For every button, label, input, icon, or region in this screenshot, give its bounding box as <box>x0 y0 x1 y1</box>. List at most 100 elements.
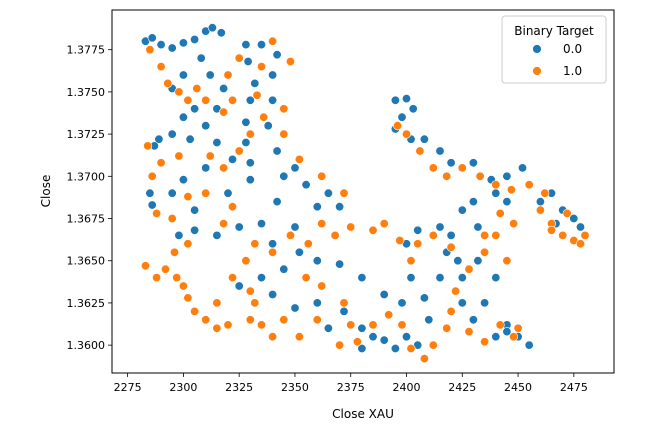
point-series-0-102 <box>419 134 429 144</box>
point-series-1-87 <box>406 256 416 266</box>
y-tick-label-3: 1.3675 <box>67 213 106 226</box>
point-series-0-94 <box>468 315 478 325</box>
point-series-0-125 <box>368 332 378 342</box>
point-series-1-84 <box>446 242 456 252</box>
point-series-1-5 <box>192 84 202 94</box>
point-series-1-3 <box>174 87 184 97</box>
x-tick-label-0: 2275 <box>114 381 142 394</box>
point-series-0-103 <box>435 146 445 156</box>
point-series-1-61 <box>317 281 327 291</box>
point-series-0-97 <box>401 94 411 104</box>
point-series-1-116 <box>546 225 556 235</box>
x-tick-label-3: 2350 <box>281 381 309 394</box>
point-series-1-29 <box>170 247 180 257</box>
point-series-1-40 <box>212 298 222 308</box>
point-series-0-4 <box>178 38 188 48</box>
point-series-1-62 <box>339 298 349 308</box>
point-series-1-85 <box>428 230 438 240</box>
point-series-0-72 <box>390 343 400 353</box>
point-series-1-100 <box>442 171 452 181</box>
point-series-1-107 <box>480 230 490 240</box>
point-series-0-91 <box>480 298 490 308</box>
point-series-1-103 <box>491 180 501 190</box>
point-series-1-98 <box>415 146 425 156</box>
point-series-1-94 <box>250 298 260 308</box>
point-series-1-108 <box>524 180 534 190</box>
point-series-0-46 <box>290 163 300 173</box>
point-series-0-58 <box>335 202 345 212</box>
point-series-0-42 <box>268 95 278 105</box>
point-series-0-37 <box>243 56 253 66</box>
point-series-1-1 <box>156 62 166 72</box>
point-series-1-35 <box>183 293 193 303</box>
point-series-0-47 <box>301 180 311 190</box>
point-series-1-74 <box>464 327 474 337</box>
point-series-1-43 <box>241 256 251 266</box>
point-series-1-18 <box>174 151 184 161</box>
legend: Binary Target 0.0 1.0 <box>501 15 607 84</box>
point-series-1-83 <box>502 256 512 266</box>
point-series-1-114 <box>562 208 572 218</box>
point-series-0-86 <box>413 225 423 235</box>
point-series-0-9 <box>196 53 206 63</box>
point-series-0-29 <box>190 205 200 215</box>
point-series-1-86 <box>413 239 423 249</box>
point-series-0-25 <box>178 175 188 185</box>
point-series-0-5 <box>190 34 200 44</box>
point-series-1-36 <box>190 306 200 316</box>
point-series-0-52 <box>190 225 200 235</box>
point-series-1-92 <box>268 332 278 342</box>
point-series-0-32 <box>245 158 255 168</box>
point-series-0-90 <box>491 273 501 283</box>
point-series-1-64 <box>335 340 345 350</box>
point-series-0-24 <box>201 163 211 173</box>
point-series-0-53 <box>174 230 184 240</box>
point-series-1-88 <box>395 236 405 246</box>
point-series-0-89 <box>473 256 483 266</box>
point-series-1-4 <box>183 95 193 105</box>
point-series-0-111 <box>468 197 478 207</box>
point-series-1-67 <box>384 310 394 320</box>
point-series-1-77 <box>509 332 519 342</box>
point-series-1-70 <box>419 354 429 364</box>
point-series-0-68 <box>406 273 416 283</box>
point-series-1-41 <box>228 273 238 283</box>
point-series-1-57 <box>279 104 289 114</box>
point-series-0-110 <box>502 197 512 207</box>
point-series-0-76 <box>339 306 349 316</box>
point-series-1-31 <box>152 273 162 283</box>
point-series-1-51 <box>368 225 378 235</box>
point-series-1-10 <box>234 53 244 63</box>
point-series-0-40 <box>272 50 282 60</box>
point-series-1-68 <box>397 320 407 330</box>
point-series-0-117 <box>569 214 579 224</box>
point-series-0-49 <box>256 219 266 229</box>
point-series-0-78 <box>290 303 300 313</box>
point-series-1-9 <box>223 70 233 80</box>
point-series-0-17 <box>201 121 211 131</box>
point-series-0-30 <box>223 188 233 198</box>
point-series-1-20 <box>147 171 157 181</box>
point-series-1-42 <box>245 286 255 296</box>
point-series-0-61 <box>256 273 266 283</box>
point-series-1-49 <box>330 230 340 240</box>
point-series-0-118 <box>575 222 585 232</box>
point-series-0-84 <box>446 230 456 240</box>
point-series-1-2 <box>163 78 173 88</box>
point-series-0-48 <box>272 197 282 207</box>
point-series-0-113 <box>473 222 483 232</box>
point-series-1-19 <box>156 158 166 168</box>
point-series-1-30 <box>141 261 151 271</box>
point-series-1-13 <box>259 112 269 122</box>
y-tick-label-5: 1.3725 <box>67 128 106 141</box>
points-layer <box>141 23 590 364</box>
point-series-0-98 <box>408 104 418 114</box>
point-series-1-81 <box>480 247 490 257</box>
point-series-0-19 <box>167 129 177 139</box>
point-series-0-3 <box>167 43 177 53</box>
point-series-0-59 <box>294 247 304 257</box>
point-series-1-109 <box>535 205 545 215</box>
point-series-1-15 <box>234 146 244 156</box>
point-series-0-95 <box>457 298 467 308</box>
